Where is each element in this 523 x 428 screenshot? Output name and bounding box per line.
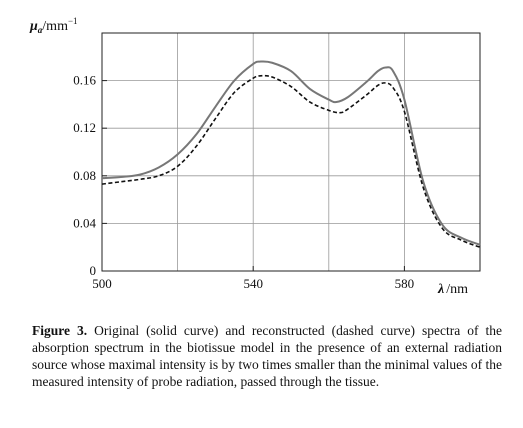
y-tick-label: 0.12	[73, 120, 96, 135]
original-spectrum-line	[101, 60, 481, 246]
figure-caption: Figure 3. Original (solid curve) and rec…	[32, 322, 502, 390]
caption-text: Original (solid curve) and reconstructed…	[32, 323, 503, 389]
plot-frame	[101, 32, 481, 272]
y-tick-label: 0	[90, 263, 97, 278]
reconstructed-spectrum-line	[101, 74, 481, 248]
x-tick-label: 580	[395, 276, 415, 291]
series-group	[101, 60, 481, 248]
caption-label: Figure 3.	[32, 323, 88, 338]
y-tick-label: 0.08	[73, 168, 96, 183]
y-tick-label: 0.04	[73, 215, 96, 230]
x-tick-label: 500	[92, 276, 112, 291]
y-axis-title: μa/mm−1	[29, 16, 78, 35]
x-axis-title: λ/nm	[437, 282, 468, 297]
grid-lines	[102, 33, 480, 271]
axis-ticks: 500 540 580 0 0.04 0.08 0.12 0.16	[73, 73, 414, 291]
absorption-spectrum-chart: 500 540 580 0 0.04 0.08 0.12 0.16 μa/mm−1 λ/nm	[29, 16, 481, 297]
x-tick-label: 540	[243, 276, 263, 291]
y-tick-label: 0.16	[73, 73, 96, 88]
